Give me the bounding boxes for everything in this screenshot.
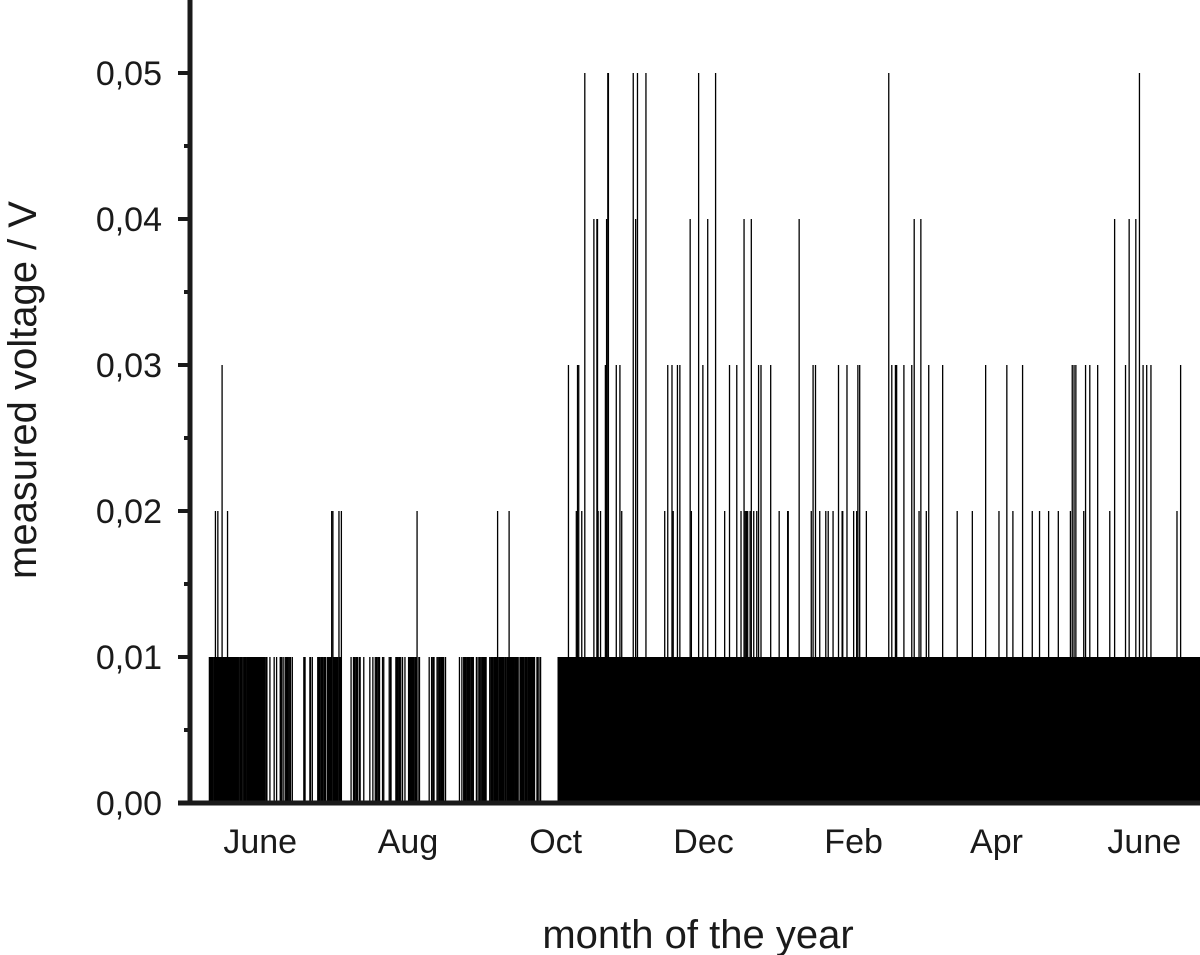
y-tick-label: 0,01 bbox=[96, 639, 162, 677]
x-tick-label: June bbox=[223, 823, 297, 861]
y-tick-label: 0,05 bbox=[96, 55, 162, 93]
ticks-group: 0,00 0,01 0,02 0,03 0,04 0,05 June Aug Oct Dec Feb… bbox=[96, 55, 1181, 861]
x-tick-label: June bbox=[1107, 823, 1181, 861]
x-tick-label: Oct bbox=[529, 823, 582, 861]
x-tick-label: Aug bbox=[378, 823, 439, 861]
y-axis-title: measured voltage / V bbox=[1, 201, 45, 579]
x-tick-label: Apr bbox=[970, 823, 1023, 861]
y-tick-label: 0,04 bbox=[96, 201, 162, 239]
y-tick-label: 0,03 bbox=[96, 347, 162, 385]
bars-group bbox=[208, 73, 1200, 803]
y-tick-label: 0,02 bbox=[96, 493, 162, 531]
x-tick-label: Dec bbox=[673, 823, 733, 861]
y-tick-label: 0,00 bbox=[96, 785, 162, 823]
axes-group bbox=[178, 0, 1200, 806]
x-tick-label: Feb bbox=[824, 823, 883, 861]
x-axis-title: month of the year bbox=[542, 913, 853, 955]
